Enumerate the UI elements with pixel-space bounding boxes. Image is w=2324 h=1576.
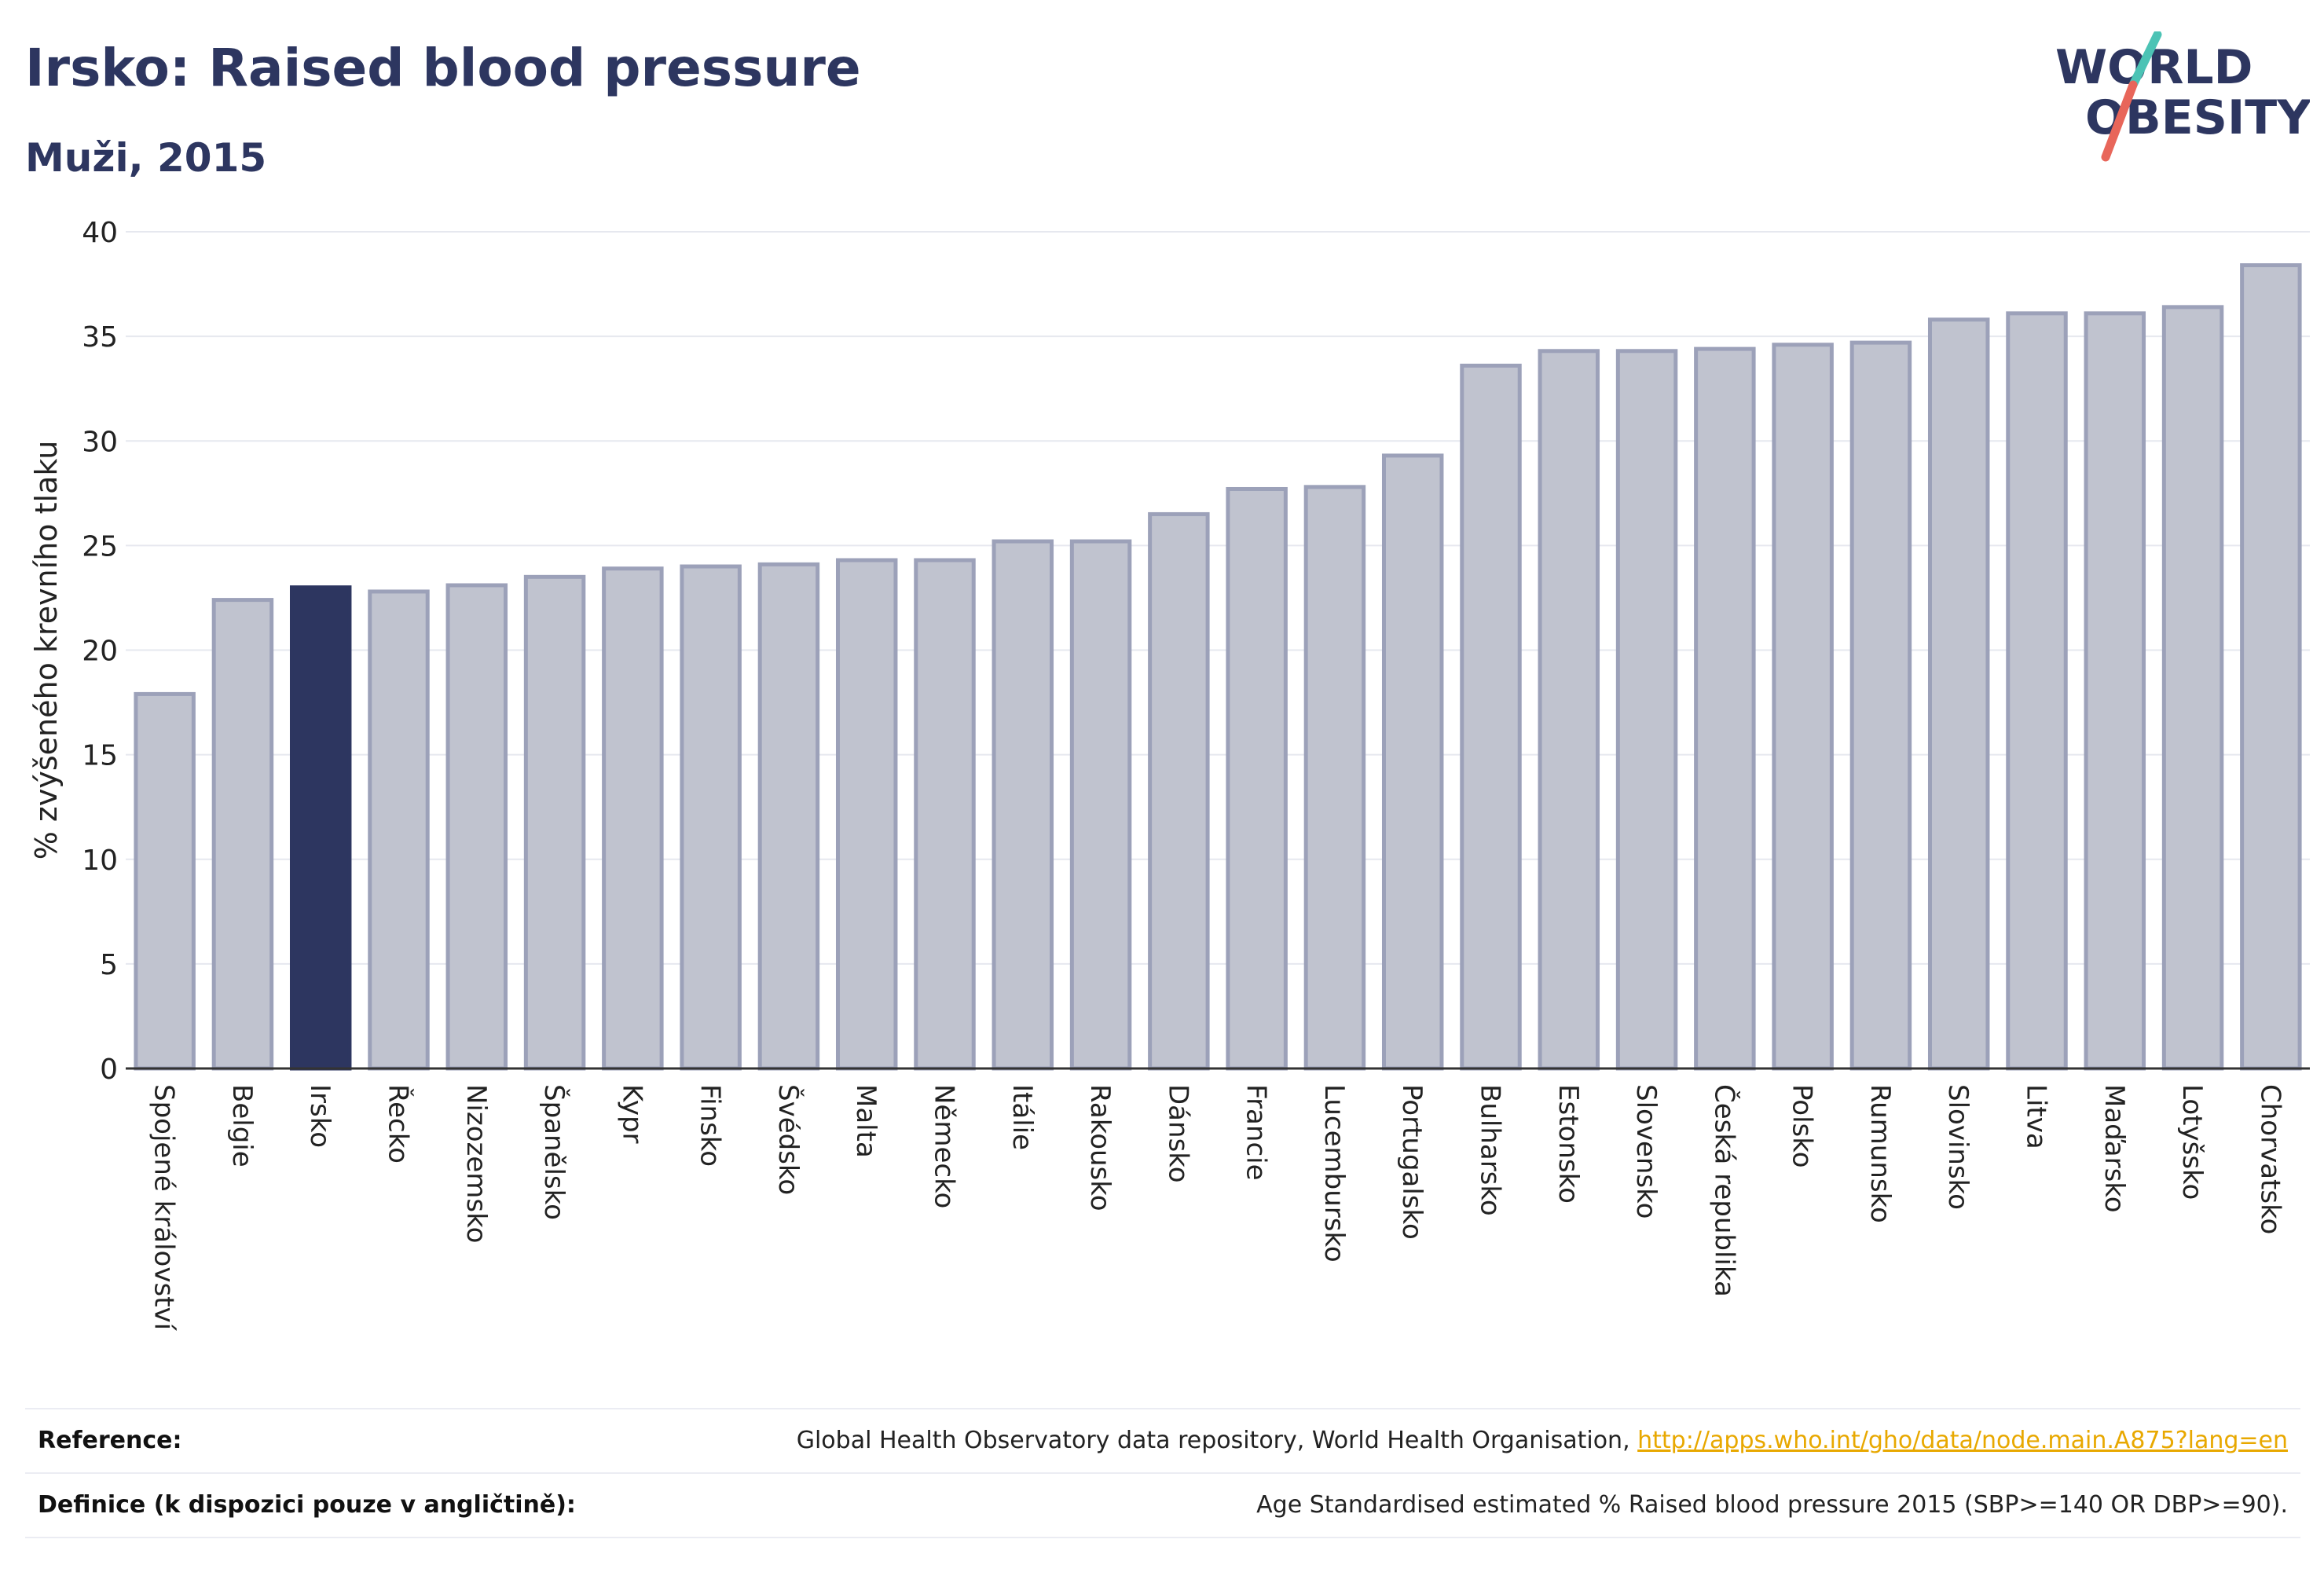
x-tick-label: Řecko xyxy=(383,1084,415,1164)
logo-slash-top xyxy=(2128,31,2162,90)
x-tick-label: Německo xyxy=(929,1084,960,1208)
y-tick-label: 10 xyxy=(82,845,118,877)
reference-value: Global Health Observatory data repositor… xyxy=(797,1427,2288,1454)
x-tick-label: Španělsko xyxy=(538,1084,570,1220)
y-axis-title: % zvýšeného krevního tlaku xyxy=(29,441,64,860)
bar xyxy=(368,589,430,1071)
y-tick-label: 25 xyxy=(82,530,118,563)
x-tick-label: Francie xyxy=(1241,1084,1272,1181)
world-obesity-logo: WORLD OBESITY xyxy=(2055,31,2310,162)
bar xyxy=(523,574,586,1071)
bar xyxy=(1615,349,1678,1071)
bar xyxy=(680,564,742,1071)
x-tick-label: Nizozemsko xyxy=(460,1084,492,1243)
y-tick-label: 20 xyxy=(82,636,118,668)
bar xyxy=(2161,305,2224,1071)
x-tick-label: Finsko xyxy=(695,1084,726,1167)
bar xyxy=(1849,340,1912,1071)
x-tick-label: Rumunsko xyxy=(1864,1084,1896,1223)
x-tick-label: Estonsko xyxy=(1552,1084,1584,1204)
definition-label: Definice (k dispozici pouze v angličtině… xyxy=(38,1491,576,1519)
x-tick-label: Portugalsko xyxy=(1396,1084,1428,1240)
y-tick-label: 0 xyxy=(100,1054,118,1086)
bar xyxy=(835,558,898,1071)
x-tick-label: Itálie xyxy=(1006,1084,1038,1150)
x-tick-label: Švédsko xyxy=(772,1084,805,1195)
x-tick-label: Dánsko xyxy=(1162,1084,1193,1183)
page-subtitle: Muži, 2015 xyxy=(25,135,267,181)
reference-label: Reference: xyxy=(38,1427,182,1454)
x-tick-label: Česká republika xyxy=(1708,1084,1740,1297)
bar xyxy=(1226,486,1288,1071)
reference-text: Global Health Observatory data repositor… xyxy=(796,1427,1638,1454)
bar xyxy=(992,539,1054,1071)
y-tick-label: 35 xyxy=(82,321,118,354)
x-tick-label: Slovensko xyxy=(1630,1084,1662,1219)
definition-value: Age Standardised estimated % Raised bloo… xyxy=(1256,1491,2288,1519)
bar xyxy=(289,585,352,1071)
x-tick-label: Lotyšsko xyxy=(2176,1084,2208,1200)
bar xyxy=(1303,485,1366,1071)
x-tick-label: Polsko xyxy=(1787,1084,1818,1168)
x-tick-label: Chorvatsko xyxy=(2254,1084,2286,1234)
x-tick-label: Spojené království xyxy=(148,1084,180,1332)
bar xyxy=(602,566,664,1071)
bar xyxy=(1381,453,1444,1071)
bar xyxy=(757,562,820,1071)
bar xyxy=(445,583,508,1071)
bar xyxy=(1927,317,1990,1071)
bar xyxy=(134,691,196,1071)
x-tick-label: Litva xyxy=(2021,1084,2052,1149)
bar xyxy=(1694,346,1756,1071)
bar xyxy=(914,558,976,1071)
bar xyxy=(2240,263,2302,1071)
footer-divider-middle xyxy=(25,1472,2300,1474)
x-tick-label: Maďarsko xyxy=(2099,1084,2130,1213)
bar xyxy=(1538,349,1600,1071)
bar xyxy=(211,598,274,1071)
x-tick-label: Kypr xyxy=(616,1084,647,1144)
footer-divider-top xyxy=(25,1408,2300,1409)
page-title: Irsko: Raised blood pressure xyxy=(25,38,861,98)
bar xyxy=(2006,311,2068,1071)
x-tick-label: Malta xyxy=(850,1084,882,1158)
y-tick-label: 5 xyxy=(100,949,118,981)
x-tick-label: Irsko xyxy=(304,1084,335,1148)
bar-chart: 0 5 10 15 20 25 30 35 40 % zvýšeného krevního tla… xyxy=(29,217,2310,1332)
bar xyxy=(1148,511,1210,1071)
footer-divider-bottom xyxy=(25,1537,2300,1538)
bar xyxy=(1069,539,1132,1071)
y-tick-label: 15 xyxy=(82,740,118,772)
bar xyxy=(1460,363,1522,1071)
x-tick-label: Slovinsko xyxy=(1942,1084,1974,1210)
x-tick-label: Belgie xyxy=(226,1084,258,1167)
y-tick-label: 40 xyxy=(82,217,118,249)
reference-link[interactable]: http://apps.who.int/gho/data/node.main.A… xyxy=(1637,1427,2288,1454)
logo-slash-bottom xyxy=(2101,80,2138,162)
y-tick-label: 30 xyxy=(82,426,118,458)
x-tick-label: Rakousko xyxy=(1084,1084,1116,1211)
x-tick-label: Lucembursko xyxy=(1318,1084,1350,1263)
bar xyxy=(1772,343,1834,1071)
x-tick-label: Bulharsko xyxy=(1475,1084,1506,1216)
bar xyxy=(2084,311,2146,1071)
